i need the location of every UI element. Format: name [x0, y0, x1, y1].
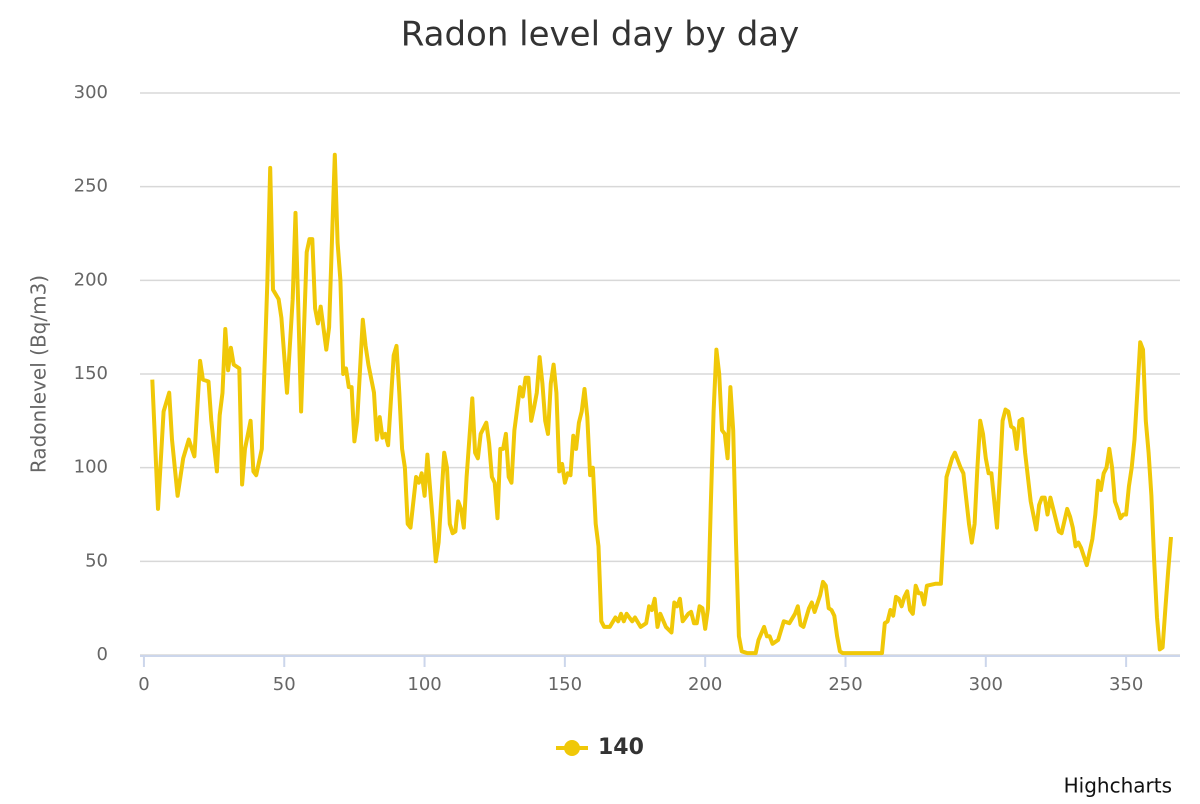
- legend-label[interactable]: 140: [598, 735, 644, 760]
- credits[interactable]: Highcharts: [1064, 774, 1172, 798]
- x-tick-label: 0: [138, 674, 149, 695]
- y-tick-label: 200: [74, 269, 108, 290]
- chart-title: Radon level day by day: [401, 15, 800, 55]
- y-tick-label: 300: [74, 82, 108, 103]
- y-axis-title: Radonlevel (Bq/m3): [27, 275, 51, 473]
- x-tick-label: 200: [688, 674, 722, 695]
- y-tick-label: 50: [85, 550, 108, 571]
- x-tick-label: 50: [273, 674, 296, 695]
- x-tick-label: 150: [548, 674, 582, 695]
- y-tick-label: 150: [74, 363, 108, 384]
- y-tick-label: 0: [97, 644, 108, 665]
- x-tick-label: 100: [407, 674, 441, 695]
- x-tick-label: 300: [969, 674, 1003, 695]
- x-tick-label: 250: [828, 674, 862, 695]
- x-tick-label: 350: [1109, 674, 1143, 695]
- y-tick-label: 250: [74, 176, 108, 197]
- y-tick-label: 100: [74, 457, 108, 478]
- legend-symbol-marker[interactable]: [564, 740, 580, 756]
- data-line: [150, 152, 1173, 656]
